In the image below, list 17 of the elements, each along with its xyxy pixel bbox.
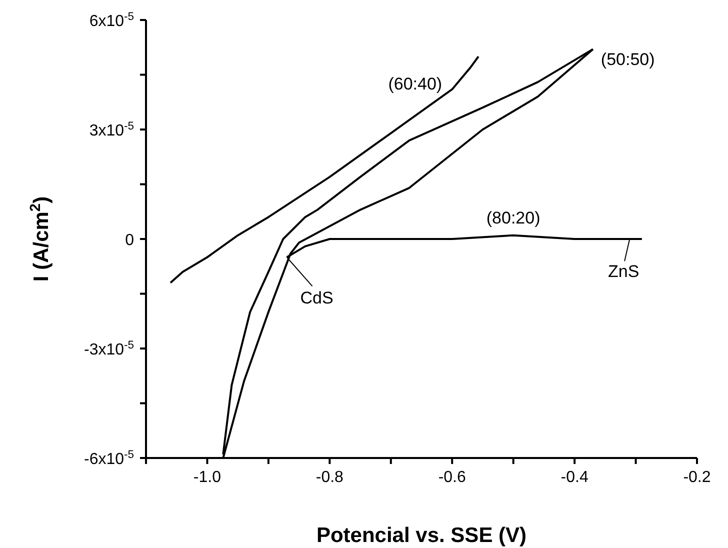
- series-label: (80:20): [486, 208, 540, 228]
- x-tick-label: -1.0: [193, 469, 222, 486]
- x-tick-label: -0.2: [683, 469, 711, 486]
- y-tick-label: 6x10$^{-5}$: [89, 11, 134, 30]
- y-tick-label: -6x10$^{-5}$: [84, 449, 134, 468]
- x-tick-label: -0.4: [560, 469, 588, 486]
- y-tick-label: 3x10$^{-5}$: [89, 120, 134, 140]
- series-label: (50:50): [600, 50, 655, 70]
- series-label: (60:40): [388, 74, 442, 94]
- x-tick-label: -0.6: [438, 469, 466, 486]
- line-series: [169, 56, 480, 284]
- annotation: CdS: [300, 288, 334, 308]
- x-tick-label: -0.8: [316, 469, 344, 486]
- annotation: ZnS: [608, 262, 640, 281]
- x-axis-title: Potencial vs. SSE (V): [316, 524, 527, 547]
- y-tick-label: -3x10$^{-5}$: [84, 340, 134, 358]
- y-tick-label: 0: [125, 232, 134, 249]
